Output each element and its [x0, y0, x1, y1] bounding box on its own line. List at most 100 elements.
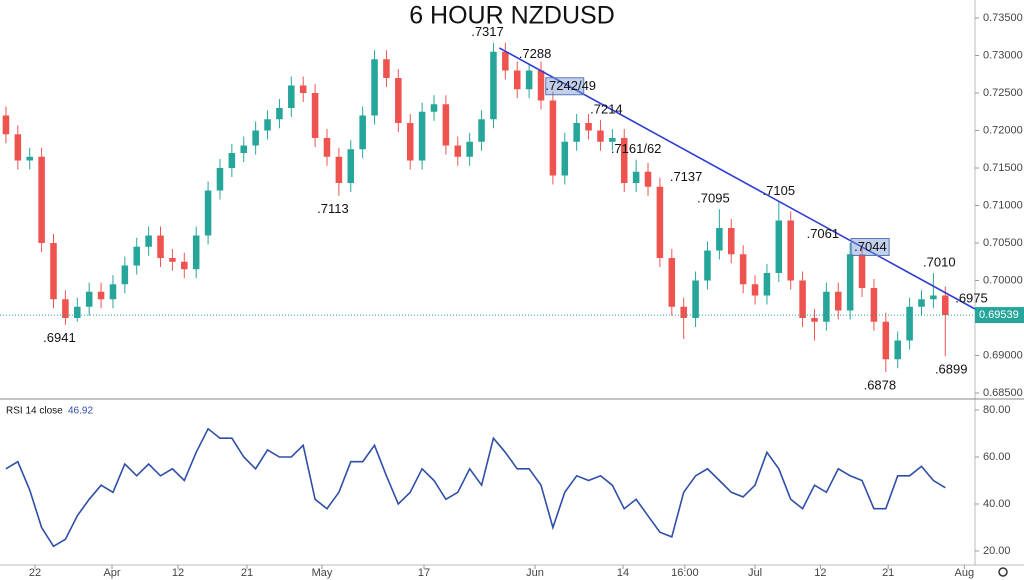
last-price-label: 0.69539: [979, 309, 1019, 321]
candle-body: [918, 299, 925, 307]
annotation: .7214: [590, 101, 623, 116]
x-tick-label: 12: [814, 567, 826, 579]
x-tick-label: 21: [241, 567, 253, 579]
candle-body: [383, 59, 390, 78]
candle-body: [858, 254, 866, 288]
candle-body: [359, 115, 366, 150]
candle-body: [870, 288, 878, 322]
candle-body: [181, 261, 188, 270]
candle-body: [228, 153, 236, 168]
annotation: .7044: [854, 239, 887, 254]
y-tick-label: 0.70500: [983, 237, 1023, 249]
candle-body: [727, 228, 735, 255]
candle-body: [787, 220, 794, 281]
x-tick-label: 14: [617, 567, 629, 579]
candle-body: [894, 340, 901, 360]
x-tick-label: 16:00: [671, 567, 699, 579]
candle-body: [466, 141, 473, 157]
candle-body: [311, 93, 319, 138]
x-tick-label: 22: [29, 567, 41, 579]
candle-body: [145, 235, 152, 247]
candle-body: [430, 104, 438, 112]
candle-body: [716, 228, 723, 251]
annotation: .6941: [43, 330, 76, 345]
annotation: .7113: [317, 201, 349, 216]
candle-body: [240, 145, 248, 153]
candle-body: [157, 235, 164, 258]
candle-body: [823, 291, 830, 322]
candle-body: [169, 258, 176, 262]
candle-body: [502, 51, 509, 71]
candle-body: [537, 70, 545, 101]
candle-body: [252, 130, 259, 146]
y-tick-label: 0.70000: [983, 274, 1023, 286]
candle-body: [704, 250, 711, 281]
candle-body: [811, 318, 818, 322]
annotation: .7061: [807, 226, 840, 241]
y-tick-label: 80.00: [983, 404, 1011, 416]
candle-body: [216, 168, 224, 191]
candle-body: [85, 291, 93, 307]
y-tick-label: 60.00: [983, 451, 1011, 463]
candle-body: [692, 280, 699, 318]
annotation: .7242/49: [545, 78, 596, 93]
y-tick-label: 0.68500: [983, 387, 1023, 399]
gear[interactable]: [998, 567, 1008, 577]
highlight-box: [850, 238, 890, 256]
annotation: .7137: [670, 169, 703, 184]
candle-body: [942, 295, 949, 316]
y-tick-label: 0.72000: [983, 124, 1023, 136]
candle-body: [739, 254, 747, 285]
candle-body: [549, 100, 557, 176]
annotation: .7095: [697, 191, 730, 206]
x-tick-label: Jun: [526, 567, 544, 579]
settings-icon[interactable]: [998, 567, 1008, 577]
annotation: .6899: [935, 362, 968, 377]
candle-body: [632, 171, 640, 183]
candle-body: [371, 59, 378, 116]
candle-body: [906, 306, 913, 341]
x-tick-label: Aug: [955, 567, 975, 579]
candle-body: [97, 291, 105, 300]
candle-body: [335, 156, 343, 183]
candle-body: [561, 141, 569, 176]
candle-body: [763, 273, 771, 296]
annotation: .6975: [955, 291, 988, 306]
candle-body: [50, 243, 57, 300]
candle-body: [525, 70, 533, 90]
candle-body: [478, 119, 485, 142]
highlight-box: [545, 77, 585, 96]
y-tick-label: 0.73000: [983, 49, 1023, 61]
candle-body: [347, 149, 355, 183]
y-tick-label: 0.72500: [983, 87, 1023, 99]
candle-body: [26, 156, 33, 161]
candle-body: [406, 123, 414, 161]
y-tick-label: 0.69000: [983, 349, 1023, 361]
candle-body: [799, 280, 806, 318]
candle-body: [585, 123, 592, 131]
candle-body: [192, 235, 200, 270]
candle-body: [2, 115, 10, 135]
candle-body: [323, 138, 331, 157]
candle-body: [133, 246, 141, 266]
candle-body: [395, 78, 402, 123]
annotation: .7010: [923, 254, 956, 269]
rsi-line: [5, 427, 946, 548]
x-tick-label: 12: [172, 567, 184, 579]
annotation: .7288: [519, 46, 552, 61]
y-tick-label: 20.00: [983, 545, 1011, 557]
rsi-value: 46.92: [68, 406, 93, 417]
candle-body: [121, 265, 129, 285]
candle-body: [14, 134, 22, 161]
x-tick-label: Apr: [103, 567, 120, 579]
y-tick-label: 40.00: [983, 498, 1011, 510]
candle-body: [573, 123, 580, 142]
candle-body: [264, 119, 271, 131]
candle-body: [288, 85, 295, 108]
candle-body: [751, 284, 759, 296]
candle-body: [299, 85, 307, 93]
y-tick-label: 0.71000: [983, 199, 1023, 211]
candle-body: [204, 190, 212, 236]
candle-body: [442, 104, 450, 146]
